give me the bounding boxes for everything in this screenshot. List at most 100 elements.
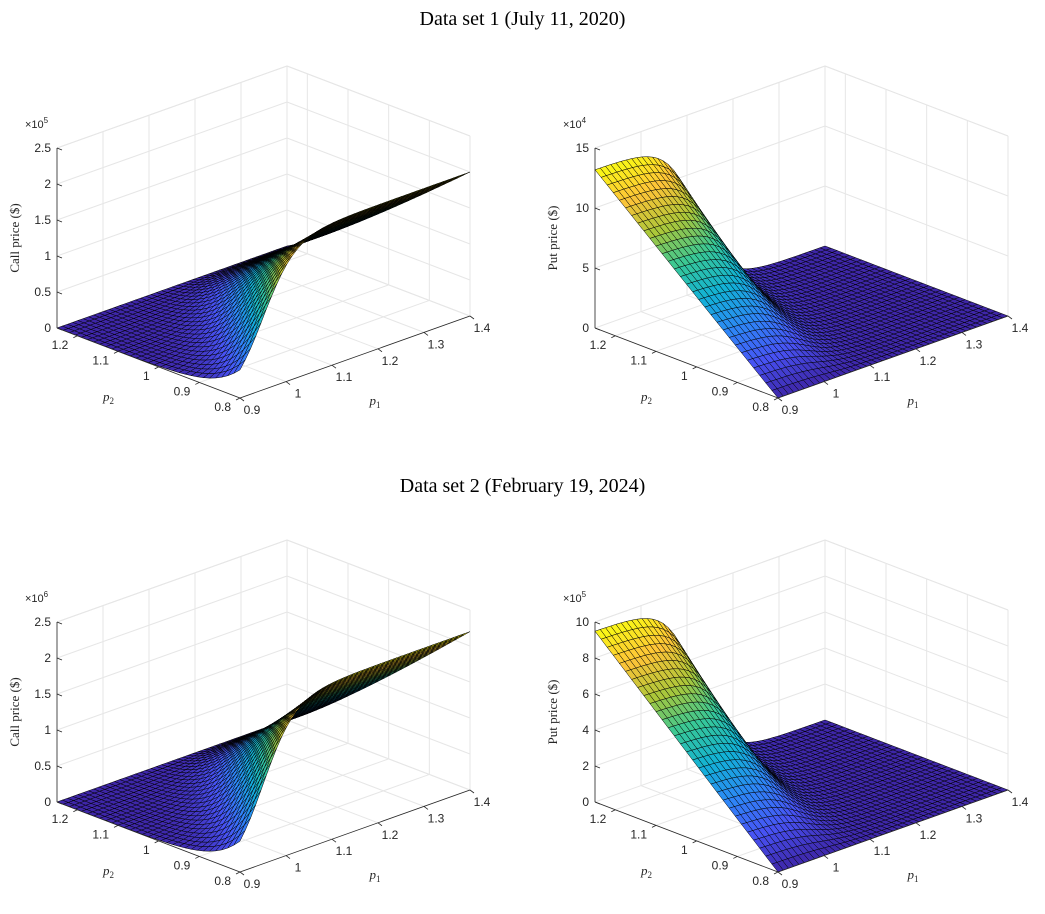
p1-tick-mark [777, 397, 783, 402]
p1-tick-label: 1.2 [382, 828, 399, 842]
p2-tick-label: 1 [143, 843, 150, 857]
p2-tick-mark [113, 824, 119, 828]
z-tick-mark [56, 291, 63, 295]
dataset-2-title: Data set 2 (February 19, 2024) [399, 475, 646, 497]
p1-tick-label: 1.4 [1012, 321, 1029, 335]
p2-tick-mark [651, 350, 657, 354]
p1-tick-label: 1.2 [382, 354, 399, 368]
surface-patch [233, 830, 246, 846]
p2-tick-label: 0.8 [214, 874, 231, 888]
z-tick-mark [594, 327, 601, 331]
p2-tick-mark [611, 335, 616, 339]
p1-tick-label: 1.1 [336, 370, 353, 384]
z-tick-mark [56, 147, 63, 151]
p2-tick-mark [195, 382, 200, 385]
p1-tick-mark [961, 332, 967, 336]
z-tick-label: 5 [582, 261, 589, 275]
p2-tick-mark [154, 366, 159, 370]
p1-tick-mark [239, 397, 245, 402]
p2-tick-mark [773, 397, 779, 401]
z-tick-label: 2.5 [34, 141, 51, 155]
p2-tick-label: 0.9 [712, 384, 729, 398]
p2-tick-label: 1.1 [92, 827, 109, 841]
z-tick-label: 0 [582, 321, 589, 335]
p1-tick-mark [377, 822, 383, 827]
p2-tick-label: 0.9 [174, 858, 191, 872]
p1-tick-label: 1 [295, 387, 302, 401]
p1-axis-label: p1 [369, 393, 381, 410]
p2-tick-label: 1.1 [92, 353, 109, 367]
z-tick-label: 2 [44, 651, 51, 665]
z-tick-label: 1 [44, 249, 51, 263]
z-tick-label: 0.5 [34, 285, 51, 299]
p2-tick-mark [73, 809, 78, 813]
surface-patch [233, 359, 246, 374]
p2-tick-mark [235, 871, 241, 875]
z-axis-label: Put price ($) [545, 206, 560, 271]
z-tick-label: 1 [44, 723, 51, 737]
p1-tick-mark [423, 806, 429, 810]
surface [56, 171, 471, 379]
dataset-1-title: Data set 1 (July 11, 2020) [419, 8, 626, 30]
p2-axis-label: p2 [102, 863, 114, 880]
z-tick-mark [594, 267, 601, 271]
p2-tick-mark [113, 350, 119, 354]
p1-tick-label: 1.4 [474, 321, 491, 335]
p1-tick-label: 1.2 [920, 354, 937, 368]
axis-lines [594, 148, 1009, 399]
z-tick-label: 2 [44, 177, 51, 191]
p2-tick-label: 0.8 [752, 400, 769, 414]
z-multiplier: ×104 [563, 116, 587, 131]
z-axis-label: Call price ($) [7, 203, 22, 272]
p1-tick-mark [331, 364, 337, 369]
p2-tick-label: 1.1 [630, 353, 647, 367]
surface [594, 618, 1009, 873]
p2-tick-label: 1.2 [52, 812, 69, 826]
p2-tick-mark [733, 382, 738, 385]
z-tick-mark [56, 729, 63, 733]
z-tick-mark [594, 207, 601, 211]
z-tick-mark [56, 621, 63, 625]
p1-tick-label: 1.1 [874, 370, 891, 384]
p1-tick-label: 1.3 [428, 811, 445, 825]
p1-tick-mark [285, 381, 291, 385]
p1-tick-label: 1.3 [966, 337, 983, 351]
p1-tick-label: 1.3 [428, 337, 445, 351]
p2-tick-label: 0.9 [174, 384, 191, 398]
z-tick-label: 0.5 [34, 759, 51, 773]
p2-tick-label: 1.2 [52, 338, 69, 352]
p2-tick-mark [73, 335, 78, 339]
z-tick-label: 10 [576, 201, 590, 215]
p1-tick-mark [285, 855, 291, 859]
z-tick-label: 1.5 [34, 687, 51, 701]
p1-tick-mark [869, 364, 875, 369]
p1-axis-label: p1 [369, 867, 381, 884]
z-tick-mark [56, 657, 63, 661]
z-multiplier: ×105 [25, 116, 49, 131]
p2-axis-label: p2 [102, 389, 114, 406]
p2-tick-label: 1 [681, 369, 688, 383]
z-tick-mark [56, 693, 63, 697]
z-multiplier: ×106 [25, 590, 49, 605]
p1-tick-mark [915, 348, 921, 353]
z-tick-label: 0 [44, 795, 51, 809]
p1-tick-mark [469, 315, 475, 320]
surface [56, 631, 471, 852]
surface [594, 156, 1009, 399]
p1-tick-label: 0.9 [244, 877, 261, 891]
p1-tick-mark [823, 381, 829, 385]
p2-axis-label: p2 [640, 389, 652, 406]
p2-tick-label: 0.8 [214, 400, 231, 414]
p2-tick-label: 1 [143, 369, 150, 383]
z-tick-label: 15 [576, 141, 590, 155]
p1-tick-label: 0.9 [782, 403, 799, 417]
z-tick-mark [56, 765, 63, 769]
p1-tick-mark [423, 332, 429, 336]
p1-tick-mark [331, 838, 337, 843]
z-tick-label: 2.5 [34, 615, 51, 629]
p2-tick-mark [235, 397, 241, 401]
axis-lines [56, 148, 471, 399]
z-tick-mark [56, 219, 63, 223]
